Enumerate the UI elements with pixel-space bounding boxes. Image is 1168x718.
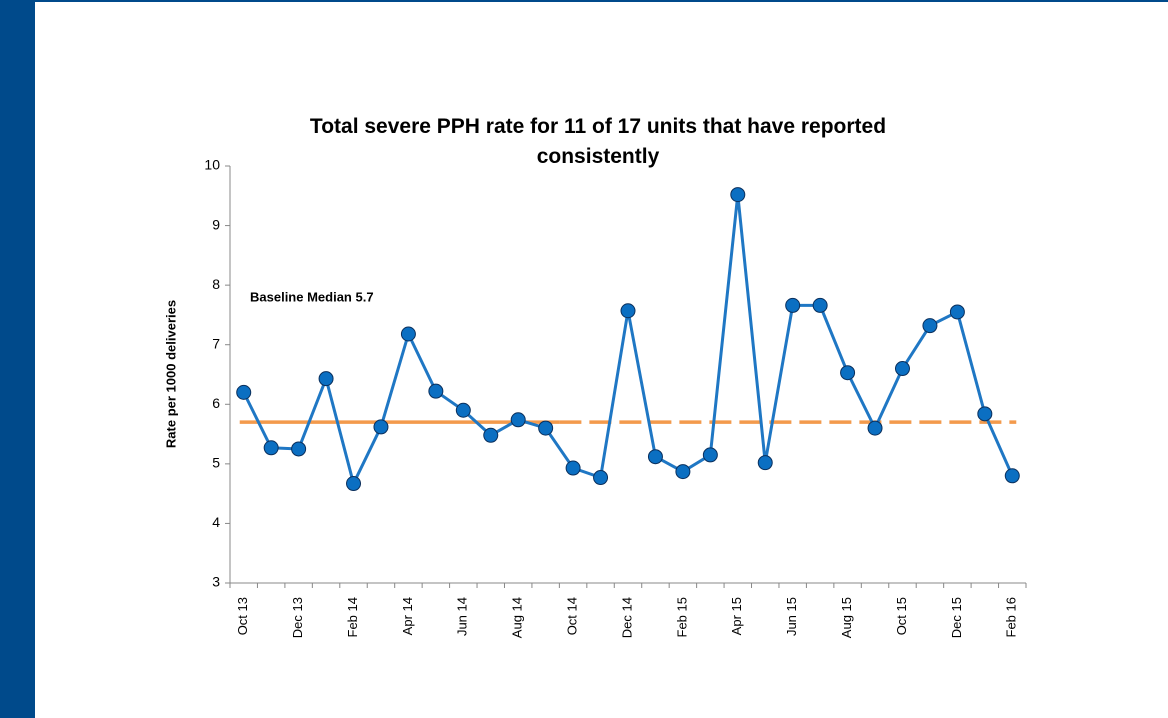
data-point (455, 402, 471, 418)
y-tick-label: 4 (212, 514, 220, 530)
y-tick-label: 8 (212, 276, 220, 292)
x-tick-label: Oct 14 (565, 597, 580, 635)
y-tick-label: 5 (212, 455, 220, 471)
x-tick-label: Dec 14 (619, 597, 634, 638)
data-point (428, 383, 444, 399)
data-point (400, 326, 416, 342)
data-point (977, 406, 993, 422)
data-point (867, 420, 883, 436)
x-tick-label: Feb 16 (1004, 597, 1019, 637)
data-point (702, 447, 718, 463)
data-point (291, 441, 307, 457)
x-tick-label: Apr 15 (729, 597, 744, 635)
x-tick-label: Apr 14 (400, 597, 415, 635)
data-point (236, 384, 252, 400)
chart-title: Total severe PPH rate for 11 of 17 units… (309, 115, 887, 168)
data-point (647, 449, 663, 465)
y-axis-label: Rate per 1000 deliveries (163, 300, 178, 448)
data-line (242, 194, 1014, 488)
data-point (730, 187, 746, 203)
data-point (922, 318, 938, 334)
y-tick-label: 9 (212, 216, 220, 232)
data-point (318, 371, 334, 387)
data-point (510, 412, 526, 428)
y-tick-label: 10 (204, 157, 220, 173)
data-point (373, 419, 389, 435)
y-tick-label: 7 (212, 335, 220, 351)
data-point (483, 427, 499, 443)
data-point (812, 297, 828, 313)
x-tick-label: Oct 13 (235, 597, 250, 635)
x-tick-label: Feb 15 (674, 597, 689, 637)
x-tick-label: Aug 14 (510, 597, 525, 638)
x-tick-label: Aug 15 (839, 597, 854, 638)
data-point (263, 440, 279, 456)
x-tick-label: Dec 15 (949, 597, 964, 638)
data-point (1004, 468, 1020, 484)
median-label: Baseline Median 5.7 (250, 289, 374, 304)
x-tick-label: Oct 15 (894, 597, 909, 635)
data-point (593, 470, 609, 486)
data-point (620, 303, 636, 319)
x-tick-label: Jun 14 (455, 597, 470, 636)
x-tick-label: Jun 15 (784, 597, 799, 636)
x-tick-label: Dec 13 (290, 597, 305, 638)
y-tick-label: 6 (212, 395, 220, 411)
data-point (949, 304, 965, 320)
top-line (0, 0, 1168, 2)
data-point (538, 420, 554, 436)
side-bar (0, 0, 35, 718)
y-tick-label: 3 (212, 574, 220, 590)
data-point (840, 365, 856, 381)
data-point (675, 464, 691, 480)
data-point (565, 460, 581, 476)
data-point (346, 476, 362, 492)
data-point (894, 361, 910, 377)
data-point (785, 297, 801, 313)
x-tick-label: Feb 14 (345, 597, 360, 637)
data-point (757, 455, 773, 471)
